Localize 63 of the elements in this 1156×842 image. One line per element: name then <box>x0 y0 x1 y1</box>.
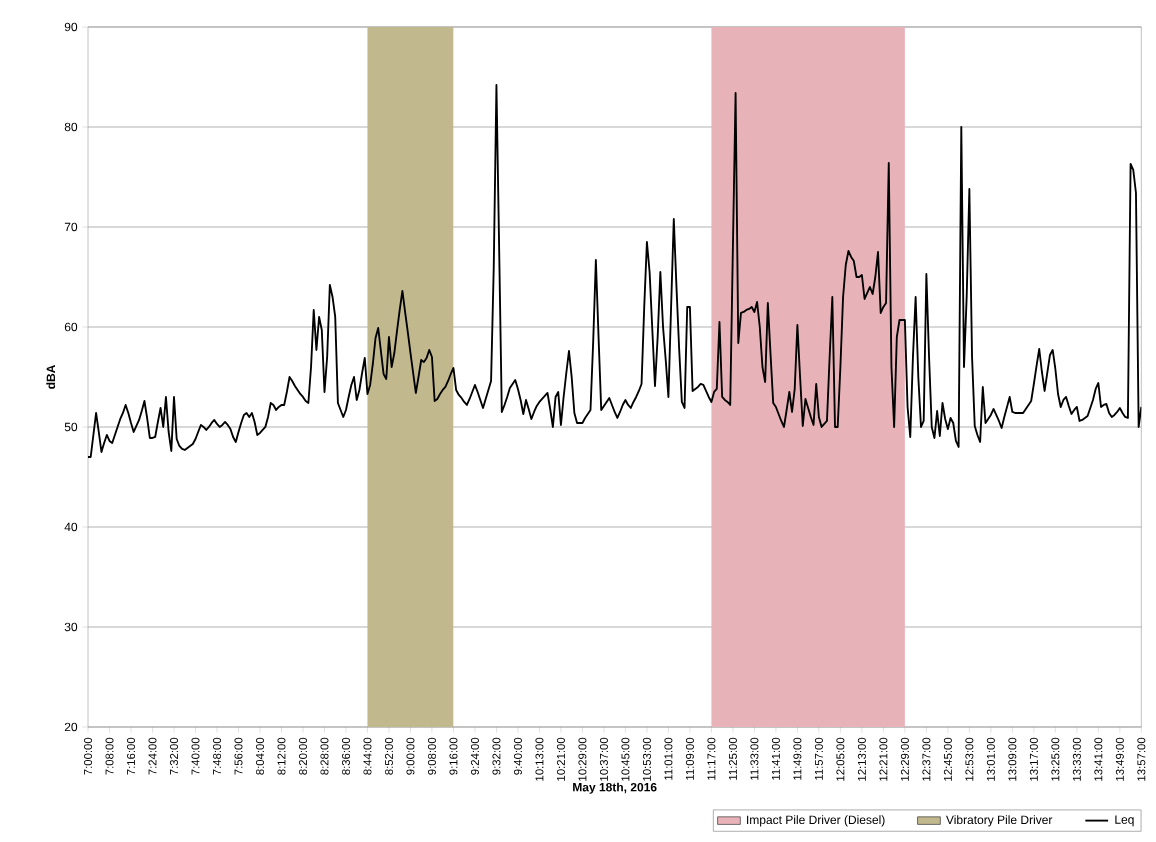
x-tick-label: 8:20:00 <box>298 737 307 775</box>
x-tick-label: 7:56:00 <box>234 737 243 775</box>
x-axis-title: May 18th, 2016 <box>573 782 657 794</box>
x-tick-label: 10:37:00 <box>599 737 608 781</box>
x-tick-label: 12:29:00 <box>900 737 909 781</box>
x-tick-label: 13:49:00 <box>1115 737 1124 781</box>
x-tick-label: 7:16:00 <box>127 737 136 775</box>
x-tick-label: 11:33:00 <box>750 737 759 780</box>
x-tick-label: 7:40:00 <box>191 737 200 775</box>
y-tick-label: 50 <box>64 422 78 432</box>
x-tick-label: 10:53:00 <box>642 737 651 781</box>
x-tick-label: 8:36:00 <box>341 737 350 775</box>
y-tick-label: 20 <box>64 722 78 732</box>
x-tick-label: 8:52:00 <box>384 737 393 775</box>
x-tick-label: 11:41:00 <box>771 737 780 780</box>
x-tick-label: 9:16:00 <box>449 737 458 775</box>
x-tick-label: 8:44:00 <box>363 737 372 775</box>
x-tick-label: 7:24:00 <box>148 737 157 775</box>
x-tick-label: 7:32:00 <box>169 737 178 775</box>
x-tick-label: 11:25:00 <box>728 737 737 780</box>
x-tick-label: 12:13:00 <box>857 737 866 781</box>
x-tick-label: 12:53:00 <box>965 737 974 781</box>
x-tick-label: 8:28:00 <box>320 737 329 775</box>
y-tick-label: 60 <box>64 322 78 332</box>
x-tick-label: 9:08:00 <box>427 737 436 775</box>
legend-label: Vibratory Pile Driver <box>946 815 1053 827</box>
x-tick-label: 12:37:00 <box>922 737 931 781</box>
y-tick-label: 70 <box>64 222 78 232</box>
x-tick-label: 13:01:00 <box>986 737 995 781</box>
x-tick-label: 8:12:00 <box>277 737 286 775</box>
y-tick-label: 90 <box>64 22 78 32</box>
x-tick-label: 9:32:00 <box>492 737 501 775</box>
x-tick-label: 7:08:00 <box>105 737 114 775</box>
x-tick-label: 8:04:00 <box>255 737 264 775</box>
x-tick-label: 11:09:00 <box>685 737 694 780</box>
x-tick-label: 10:13:00 <box>535 737 544 781</box>
x-tick-label: 10:21:00 <box>556 737 565 781</box>
x-tick-label: 10:45:00 <box>621 737 630 781</box>
x-tick-label: 9:24:00 <box>470 737 479 775</box>
x-tick-label: 12:45:00 <box>943 737 952 781</box>
x-tick-label: 7:00:00 <box>84 737 93 775</box>
x-tick-label: 12:21:00 <box>879 737 888 781</box>
x-tick-label: 10:29:00 <box>578 737 587 781</box>
y-axis-title: dBA <box>46 364 56 389</box>
legend-label: Impact Pile Driver (Diesel) <box>747 815 885 827</box>
x-tick-label: 13:41:00 <box>1094 737 1103 781</box>
legend-label: Leq <box>1115 815 1134 827</box>
x-tick-label: 12:05:00 <box>836 737 845 781</box>
x-tick-label: 13:09:00 <box>1008 737 1017 781</box>
x-tick-label: 13:25:00 <box>1051 737 1060 781</box>
x-tick-label: 13:33:00 <box>1072 737 1081 781</box>
x-tick-label: 11:01:00 <box>664 737 673 780</box>
y-tick-label: 30 <box>64 622 78 632</box>
x-tick-label: 11:17:00 <box>707 737 716 780</box>
y-tick-label: 80 <box>64 122 78 132</box>
x-tick-label: 9:00:00 <box>406 737 415 775</box>
x-tick-label: 11:57:00 <box>814 737 823 780</box>
x-tick-label: 11:49:00 <box>793 737 802 780</box>
x-tick-label: 9:40:00 <box>513 737 522 775</box>
x-tick-label: 7:48:00 <box>212 737 221 775</box>
x-tick-label: 13:57:00 <box>1137 737 1146 781</box>
y-tick-label: 40 <box>64 522 78 532</box>
x-tick-label: 13:17:00 <box>1029 737 1038 781</box>
